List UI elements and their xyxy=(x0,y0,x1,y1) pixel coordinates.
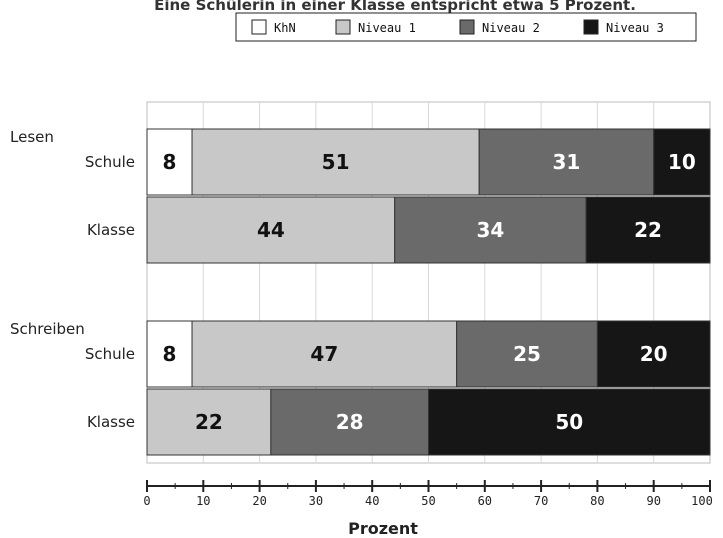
x-tick-label: 10 xyxy=(196,494,210,508)
x-tick-label: 70 xyxy=(534,494,548,508)
data-label: 10 xyxy=(668,150,696,174)
x-tick-label: 20 xyxy=(252,494,266,508)
data-label: 51 xyxy=(322,150,350,174)
x-tick-label: 50 xyxy=(421,494,435,508)
chart-title: Eine Schülerin in einer Klasse entsprich… xyxy=(154,0,636,14)
data-label: 22 xyxy=(634,218,662,242)
x-tick-label: 30 xyxy=(309,494,323,508)
x-tick-label: 40 xyxy=(365,494,379,508)
data-label: 28 xyxy=(336,410,364,434)
legend-label: Niveau 2 xyxy=(482,21,540,35)
data-label: 20 xyxy=(640,342,668,366)
bar-label: Schule xyxy=(85,345,135,363)
data-label: 22 xyxy=(195,410,223,434)
legend-swatch xyxy=(459,19,475,35)
bar-segment xyxy=(428,388,711,456)
x-tick-label: 0 xyxy=(143,494,150,508)
bar-segment xyxy=(146,128,193,196)
bar-segment xyxy=(585,196,711,264)
bar-segment xyxy=(191,320,458,388)
data-label: 34 xyxy=(477,218,505,242)
data-label: 8 xyxy=(163,342,177,366)
x-axis-title: Prozent xyxy=(348,519,418,538)
bar-segment xyxy=(596,320,711,388)
x-tick-label: 60 xyxy=(478,494,492,508)
bar-segment xyxy=(191,128,480,196)
x-axis: 0 10 20 30 40 50 60 70 80 90 100 xyxy=(143,480,713,508)
bar-segment xyxy=(146,196,396,264)
bar-label: Klasse xyxy=(87,221,135,239)
bar-label: Klasse xyxy=(87,413,135,431)
bar-segment xyxy=(394,196,587,264)
group-label: Schreiben xyxy=(10,320,85,338)
bar-segment xyxy=(478,128,655,196)
legend-swatch xyxy=(335,19,351,35)
data-label: 25 xyxy=(513,342,541,366)
x-tick-label: 100 xyxy=(691,494,713,508)
legend: KhN Niveau 1 Niveau 2 Niveau 3 xyxy=(235,12,697,42)
legend-swatch xyxy=(583,19,599,35)
legend-label: Niveau 1 xyxy=(358,21,416,35)
data-label: 47 xyxy=(310,342,338,366)
bar-segment xyxy=(653,128,711,196)
x-tick-label: 80 xyxy=(590,494,604,508)
data-label: 31 xyxy=(553,150,581,174)
bar-segment xyxy=(146,320,193,388)
bar-segment xyxy=(270,388,429,456)
data-label: 8 xyxy=(163,150,177,174)
legend-label: Niveau 3 xyxy=(606,21,664,35)
bar-segment xyxy=(456,320,598,388)
data-label: 44 xyxy=(257,218,285,242)
bars: 8 51 31 10 44 34 22 8 47 25 20 22 28 50 xyxy=(146,128,711,456)
legend-swatch xyxy=(251,19,267,35)
x-tick-label: 90 xyxy=(646,494,660,508)
legend-label: KhN xyxy=(274,21,296,35)
bar-label: Schule xyxy=(85,153,135,171)
bar-segment xyxy=(146,388,272,456)
data-label: 50 xyxy=(555,410,583,434)
group-label: Lesen xyxy=(10,128,54,146)
